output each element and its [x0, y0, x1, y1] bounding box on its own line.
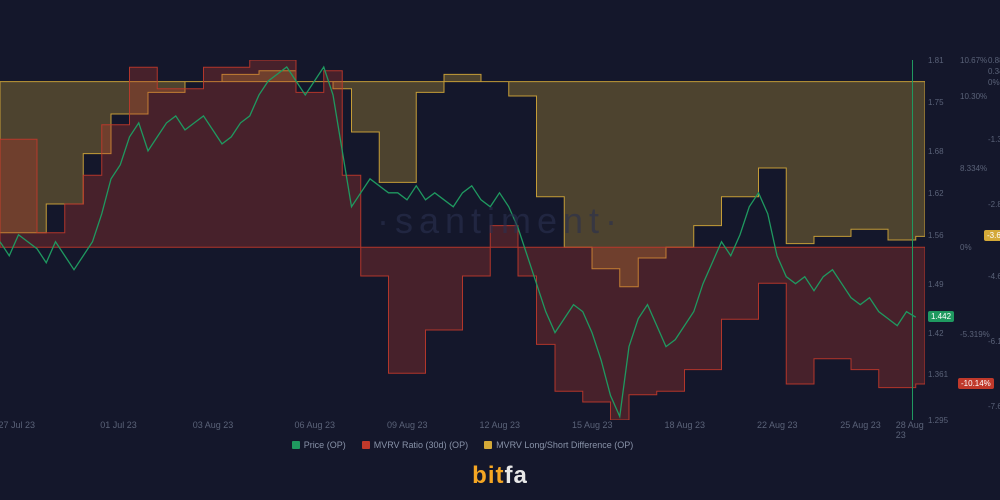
y-pct2-label: -7.696% [988, 402, 1000, 411]
x-axis-label: 27 Jul 23 [0, 420, 35, 430]
y-price-label: 1.42 [928, 329, 944, 338]
legend-item[interactable]: MVRV Ratio (30d) (OP) [362, 440, 468, 450]
x-axis-label: 12 Aug 23 [480, 420, 521, 430]
brand-part-1: bit [472, 462, 504, 489]
legend-label: MVRV Long/Short Difference (OP) [496, 440, 633, 450]
x-axis-label: 28 Aug 23 [896, 420, 925, 440]
cursor-line [912, 60, 913, 420]
y-price-label: 1.295 [928, 416, 948, 425]
x-axis-label: 09 Aug 23 [387, 420, 428, 430]
y-price-label: 1.81 [928, 56, 944, 65]
y-pct2-label: 0.88% [988, 56, 1000, 65]
y-pct1-label: 10.30% [960, 92, 987, 101]
y-pct2-label: -6.155% [988, 337, 1000, 346]
y-pct2-label: -4.617% [988, 272, 1000, 281]
legend-item[interactable]: MVRV Long/Short Difference (OP) [484, 440, 633, 450]
y-price-label: 1.75 [928, 98, 944, 107]
x-axis-label: 22 Aug 23 [757, 420, 798, 430]
x-axis-label: 06 Aug 23 [295, 420, 336, 430]
legend-swatch [292, 441, 300, 449]
y-axis-price: 1.811.751.681.621.561.491.421.3611.2951.… [928, 60, 958, 420]
y-pct2-label: -2.878% [988, 200, 1000, 209]
x-axis-label: 01 Jul 23 [100, 420, 137, 430]
legend-swatch [362, 441, 370, 449]
y-pct2-label: -1.339% [988, 135, 1000, 144]
y-pct2-label: 0.345% [988, 67, 1000, 76]
brand-part-2: fa [504, 462, 527, 489]
pct2-badge: -3.617% [984, 230, 1000, 241]
legend-item[interactable]: Price (OP) [292, 440, 346, 450]
y-price-label: 1.49 [928, 280, 944, 289]
y-price-label: 1.68 [928, 147, 944, 156]
y-pct1-label: 8.334% [960, 164, 987, 173]
chart-legend: Price (OP) MVRV Ratio (30d) (OP) MVRV Long… [0, 440, 925, 451]
y-pct1-label: 10.67% [960, 56, 987, 65]
y-price-label: 1.62 [928, 189, 944, 198]
y-pct1-label: 0% [960, 243, 972, 252]
y-pct1-label: -5.319% [960, 330, 990, 339]
y-pct2-label: 0% [988, 78, 1000, 87]
x-axis-label: 18 Aug 23 [665, 420, 706, 430]
y-price-label: 1.56 [928, 231, 944, 240]
x-axis: 27 Jul 23 01 Jul 23 03 Aug 23 06 Aug 23 09 A… [0, 420, 925, 440]
legend-swatch [484, 441, 492, 449]
legend-label: Price (OP) [304, 440, 346, 450]
y-axis-percent-2: 0.88%0.345%0%-1.339%-2.878%-3.617%-4.617… [988, 60, 1000, 420]
x-axis-label: 25 Aug 23 [840, 420, 881, 430]
x-axis-label: 03 Aug 23 [193, 420, 234, 430]
legend-label: MVRV Ratio (30d) (OP) [374, 440, 468, 450]
y-price-label: 1.361 [928, 370, 948, 379]
brand-logo: bitfa [472, 462, 528, 490]
chart-area [0, 60, 925, 420]
chart-svg [0, 60, 925, 420]
x-axis-label: 15 Aug 23 [572, 420, 613, 430]
price-badge: 1.442 [928, 311, 954, 322]
